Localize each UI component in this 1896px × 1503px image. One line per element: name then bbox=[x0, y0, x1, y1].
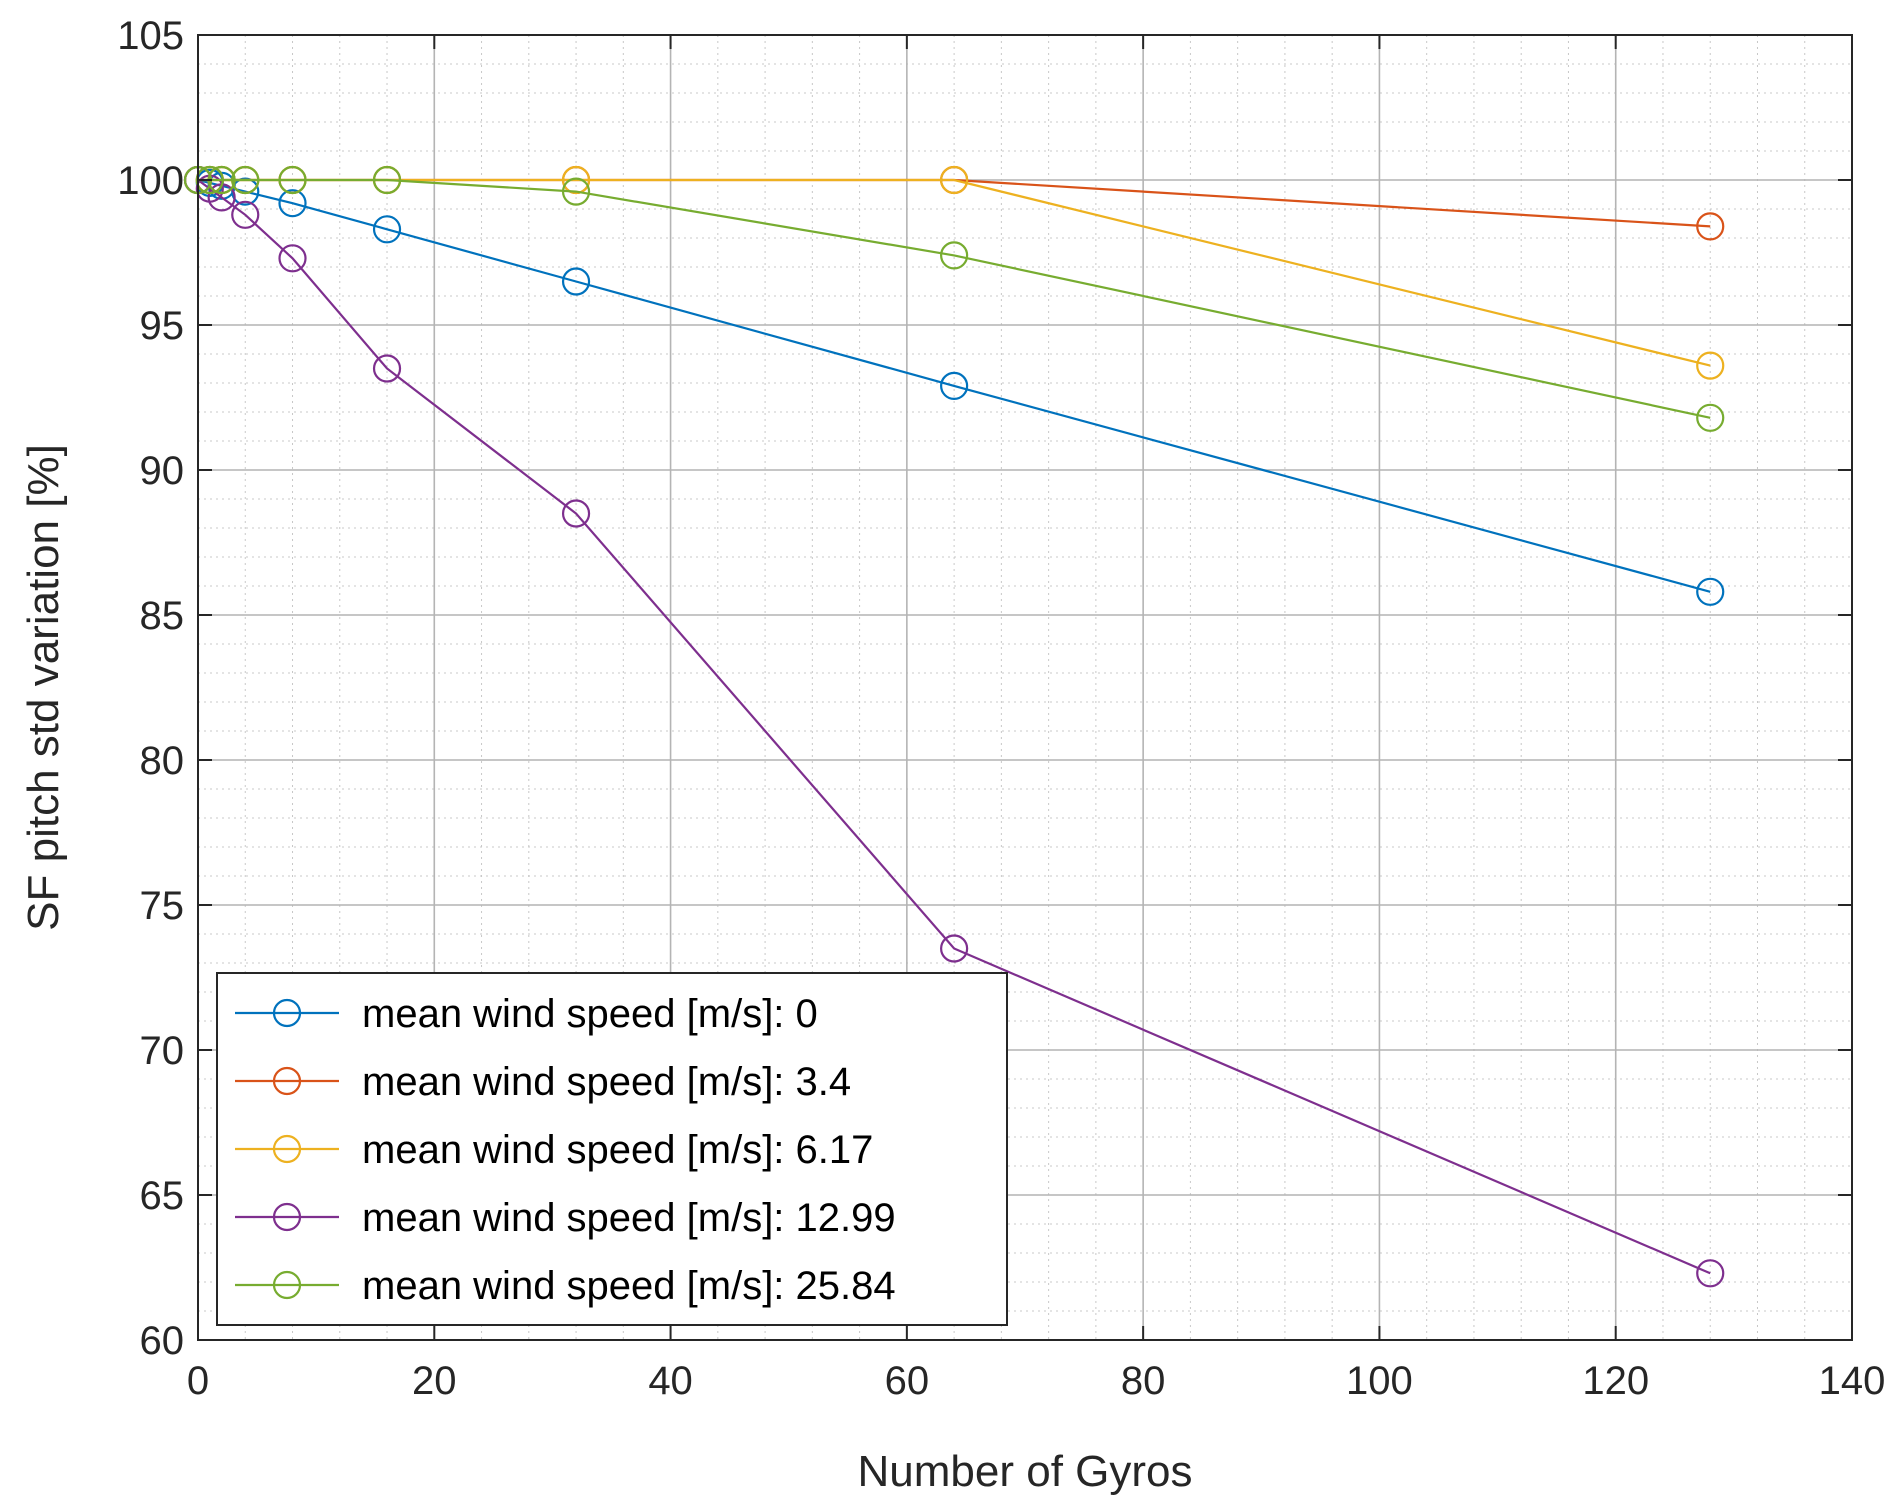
y-tick-label: 95 bbox=[140, 304, 185, 348]
data-point bbox=[940, 165, 969, 195]
y-tick-label: 90 bbox=[140, 449, 185, 493]
data-point bbox=[231, 200, 260, 229]
legend-swatch-marker bbox=[272, 1202, 302, 1232]
y-tick-label: 75 bbox=[140, 884, 185, 928]
legend-swatch-marker bbox=[272, 1066, 302, 1096]
data-point bbox=[372, 354, 402, 383]
data-point bbox=[372, 215, 402, 244]
legend-label: mean wind speed [m/s]: 6.17 bbox=[362, 1128, 873, 1172]
series-4 bbox=[183, 165, 1725, 432]
y-axis-label: SF pitch std variation [%] bbox=[19, 444, 68, 931]
x-tick-label: 0 bbox=[187, 1359, 209, 1403]
legend-swatch-marker bbox=[272, 998, 302, 1028]
plot-frame bbox=[197, 34, 1853, 1341]
data-point bbox=[195, 165, 224, 195]
x-tick-label: 20 bbox=[412, 1359, 457, 1403]
legend-label: mean wind speed [m/s]: 12.99 bbox=[362, 1196, 896, 1240]
data-point bbox=[372, 165, 402, 195]
series-line bbox=[197, 178, 1711, 593]
legend-box bbox=[216, 972, 1008, 1326]
data-point bbox=[561, 165, 591, 195]
legend-swatch-marker bbox=[272, 1134, 302, 1164]
y-tick-label: 80 bbox=[140, 739, 185, 783]
y-tick-label: 70 bbox=[140, 1029, 185, 1073]
legend-label: mean wind speed [m/s]: 3.4 bbox=[362, 1060, 851, 1104]
data-point bbox=[561, 499, 591, 528]
data-point bbox=[1696, 403, 1725, 432]
legend-label: mean wind speed [m/s]: 25.84 bbox=[362, 1264, 896, 1308]
x-tick-label: 120 bbox=[1582, 1359, 1649, 1403]
x-tick-label: 60 bbox=[885, 1359, 930, 1403]
x-tick-label: 100 bbox=[1346, 1359, 1413, 1403]
legend-item-2: mean wind speed [m/s]: 6.17 bbox=[235, 1128, 873, 1172]
data-point bbox=[278, 244, 307, 273]
data-point bbox=[940, 934, 969, 963]
data-point bbox=[1696, 351, 1725, 380]
y-tick-label: 100 bbox=[117, 159, 184, 203]
legend-item-3: mean wind speed [m/s]: 12.99 bbox=[235, 1196, 896, 1240]
y-tick-label: 60 bbox=[140, 1319, 185, 1363]
x-axis-label: Number of Gyros bbox=[858, 1447, 1193, 1496]
series-line bbox=[198, 178, 1711, 419]
x-tick-label: 40 bbox=[648, 1359, 693, 1403]
x-tick-labels: 0 20 40 60 80 100 120 140 bbox=[187, 1359, 1886, 1403]
data-point bbox=[1696, 1259, 1725, 1288]
legend-swatch-marker bbox=[272, 1270, 302, 1300]
data-point bbox=[231, 165, 260, 195]
legend-item-1: mean wind speed [m/s]: 3.4 bbox=[235, 1060, 851, 1104]
data-point bbox=[561, 267, 591, 296]
legend-item-0: mean wind speed [m/s]: 0 bbox=[235, 992, 818, 1036]
y-tick-labels: 60 65 70 75 80 85 90 95 100 105 bbox=[117, 14, 184, 1363]
x-tick-label: 80 bbox=[1121, 1359, 1166, 1403]
axis-ticks bbox=[197, 34, 1853, 1341]
y-tick-label: 65 bbox=[140, 1174, 185, 1218]
y-tick-label: 85 bbox=[140, 594, 185, 638]
data-point bbox=[940, 371, 969, 400]
data-point bbox=[278, 189, 307, 218]
data-point bbox=[1696, 577, 1725, 606]
data-point bbox=[1696, 212, 1725, 241]
data-point bbox=[940, 241, 969, 270]
legend: mean wind speed [m/s]: 0 mean wind speed … bbox=[216, 972, 1008, 1326]
legend-item-4: mean wind speed [m/s]: 25.84 bbox=[235, 1264, 896, 1308]
data-point bbox=[561, 177, 591, 206]
x-tick-label: 140 bbox=[1819, 1359, 1886, 1403]
data-point bbox=[278, 165, 307, 195]
series-layer bbox=[183, 165, 1725, 1288]
y-tick-label: 105 bbox=[117, 14, 184, 58]
legend-label: mean wind speed [m/s]: 0 bbox=[362, 992, 818, 1036]
